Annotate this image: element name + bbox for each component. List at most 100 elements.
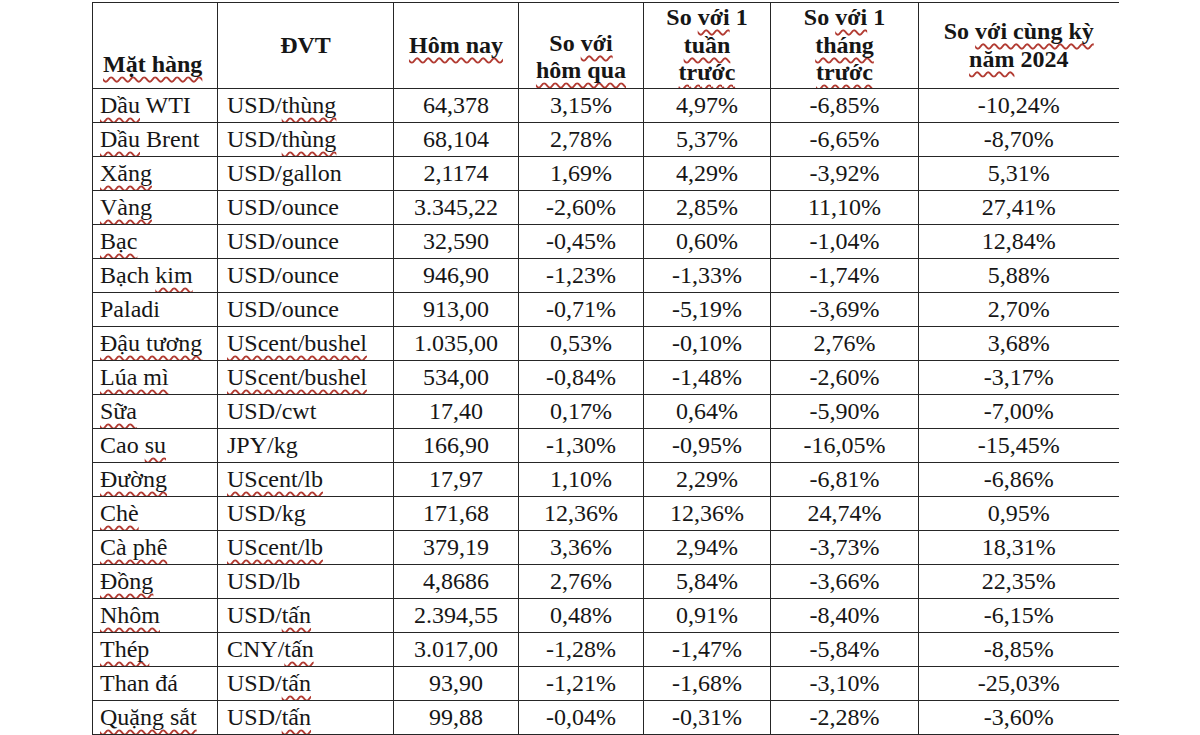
commodity-price-table: Mặt hàngĐVTHôm naySo với hôm quaSo với 1… <box>92 2 1119 735</box>
spellcheck-squiggle: tuần <box>684 32 731 58</box>
commodity-name-cell: Thép <box>93 633 218 667</box>
spellcheck-squiggle: Quặng sắt <box>100 704 197 730</box>
unit-cell: USD/tấn <box>218 599 394 633</box>
value-cell: -1,04% <box>771 225 919 259</box>
spellcheck-squiggle: Bạc <box>100 228 137 254</box>
commodity-name-cell: Quặng sắt <box>93 701 218 735</box>
spellcheck-squiggle: Xăng <box>100 160 152 186</box>
unit-cell: USD/ounce <box>218 259 394 293</box>
spellcheck-squiggle: hôm qua <box>536 57 626 83</box>
spellcheck-squiggle: kim <box>155 262 192 288</box>
commodity-name-cell: Chè <box>93 497 218 531</box>
value-cell: 3,36% <box>519 531 644 565</box>
value-cell: 22,35% <box>919 565 1119 599</box>
commodity-name-cell: Đường <box>93 463 218 497</box>
value-cell: 2,94% <box>644 531 771 565</box>
commodity-name-cell: Bạc <box>93 225 218 259</box>
spellcheck-squiggle: với <box>581 30 613 56</box>
value-cell: 2,1174 <box>394 157 519 191</box>
unit-cell: USD/ounce <box>218 191 394 225</box>
value-cell: 1,69% <box>519 157 644 191</box>
spellcheck-squiggle: Thép <box>100 636 149 662</box>
value-cell: -6,86% <box>919 463 1119 497</box>
spellcheck-squiggle: Lúa mì <box>100 364 169 390</box>
spellcheck-squiggle: năm <box>969 46 1014 72</box>
value-cell: 17,40 <box>394 395 519 429</box>
spellcheck-squiggle: tháng <box>815 32 874 58</box>
value-cell: 68,104 <box>394 123 519 157</box>
unit-cell: CNY/tấn <box>218 633 394 667</box>
value-cell: 0,95% <box>919 497 1119 531</box>
unit-cell: UScent/lb <box>218 531 394 565</box>
value-cell: -1,68% <box>644 667 771 701</box>
table-row-6: PaladiUSD/ounce913,00-0,71%-5,19%-3,69%2… <box>93 293 1119 327</box>
commodity-name-cell: Bạch kim <box>93 259 218 293</box>
value-cell: -10,24% <box>919 89 1119 123</box>
unit-cell: USD/tấn <box>218 701 394 735</box>
table-row-11: ĐườngUScent/lb17,971,10%2,29%-6,81%-6,86… <box>93 463 1119 497</box>
spellcheck-squiggle: Dầu <box>100 126 140 152</box>
table-row-9: SữaUSD/cwt17,400,17%0,64%-5,90%-7,00% <box>93 395 1119 429</box>
header-row: Mặt hàngĐVTHôm naySo với hôm quaSo với 1… <box>93 3 1119 89</box>
spellcheck-squiggle: thùng <box>282 126 337 152</box>
value-cell: 534,00 <box>394 361 519 395</box>
value-cell: 24,74% <box>771 497 919 531</box>
value-cell: -0,04% <box>519 701 644 735</box>
value-cell: 5,31% <box>919 157 1119 191</box>
value-cell: 0,64% <box>644 395 771 429</box>
commodity-name-cell: Đồng <box>93 565 218 599</box>
unit-cell: USD/cwt <box>218 395 394 429</box>
value-cell: 0,60% <box>644 225 771 259</box>
table-row-18: Quặng sắtUSD/tấn99,88-0,04%-0,31%-2,28%-… <box>93 701 1119 735</box>
value-cell: 5,84% <box>644 565 771 599</box>
value-cell: 2.394,55 <box>394 599 519 633</box>
value-cell: 27,41% <box>919 191 1119 225</box>
spellcheck-squiggle: trước <box>679 59 736 85</box>
value-cell: 4,97% <box>644 89 771 123</box>
value-cell: -3,10% <box>771 667 919 701</box>
value-cell: -1,23% <box>519 259 644 293</box>
value-cell: 0,53% <box>519 327 644 361</box>
spellcheck-squiggle: trước <box>816 59 873 85</box>
value-cell: 4,8686 <box>394 565 519 599</box>
value-cell: -3,73% <box>771 531 919 565</box>
column-header-so-voi-hom-qua: So với hôm qua <box>519 3 644 89</box>
value-cell: 171,68 <box>394 497 519 531</box>
value-cell: -3,17% <box>919 361 1119 395</box>
column-header-so-voi-1-tuan-truoc: So với 1 tuần trước <box>644 3 771 89</box>
value-cell: -8,40% <box>771 599 919 633</box>
table-row-17: Than đáUSD/tấn93,90-1,21%-1,68%-3,10%-25… <box>93 667 1119 701</box>
table-row-10: Cao suJPY/kg166,90-1,30%-0,95%-16,05%-15… <box>93 429 1119 463</box>
spellcheck-squiggle: Đậu tương <box>100 330 202 356</box>
spellcheck-squiggle: thùng <box>282 92 337 118</box>
value-cell: 5,37% <box>644 123 771 157</box>
unit-cell: USD/gallon <box>218 157 394 191</box>
value-cell: 2,29% <box>644 463 771 497</box>
value-cell: -2,60% <box>771 361 919 395</box>
unit-cell: USD/thùng <box>218 89 394 123</box>
commodity-name-cell: Cao su <box>93 429 218 463</box>
value-cell: 99,88 <box>394 701 519 735</box>
value-cell: 946,90 <box>394 259 519 293</box>
commodity-name-cell: Xăng <box>93 157 218 191</box>
table-row-2: XăngUSD/gallon2,11741,69%4,29%-3,92%5,31… <box>93 157 1119 191</box>
table-body: Dầu WTIUSD/thùng64,3783,15%4,97%-6,85%-1… <box>93 89 1119 735</box>
spellcheck-squiggle: UScent/lb <box>227 466 323 492</box>
table-row-3: VàngUSD/ounce3.345,22-2,60%2,85%11,10%27… <box>93 191 1119 225</box>
spellcheck-squiggle: Cà phê <box>100 534 167 560</box>
spellcheck-squiggle: Chè <box>100 500 139 526</box>
spellcheck-squiggle: UScent/bushel <box>227 364 367 390</box>
value-cell: -1,28% <box>519 633 644 667</box>
value-cell: -8,85% <box>919 633 1119 667</box>
table-row-15: NhômUSD/tấn2.394,550,48%0,91%-8,40%-6,15… <box>93 599 1119 633</box>
spellcheck-squiggle: với cùng kỳ <box>975 18 1094 44</box>
spellcheck-squiggle: su <box>145 432 166 458</box>
value-cell: 32,590 <box>394 225 519 259</box>
value-cell: -6,65% <box>771 123 919 157</box>
spellcheck-squiggle: Sữa <box>100 398 137 424</box>
value-cell: -0,10% <box>644 327 771 361</box>
value-cell: 166,90 <box>394 429 519 463</box>
value-cell: -1,74% <box>771 259 919 293</box>
unit-cell: USD/lb <box>218 565 394 599</box>
commodity-name-cell: Lúa mì <box>93 361 218 395</box>
